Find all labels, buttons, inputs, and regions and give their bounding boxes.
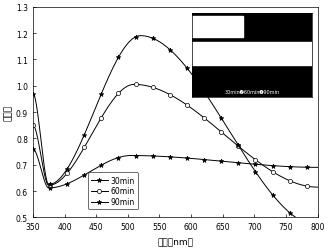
90min — [31, 93, 35, 96]
90min — [167, 48, 171, 51]
Line: 90min: 90min — [31, 34, 320, 228]
Y-axis label: 吸光度: 吸光度 — [4, 104, 13, 120]
90min — [201, 89, 205, 92]
90min — [186, 68, 190, 71]
60min — [201, 116, 205, 119]
30min — [309, 166, 313, 169]
90min — [309, 223, 313, 226]
30min — [316, 166, 319, 169]
60min — [31, 124, 35, 127]
90min — [168, 49, 172, 52]
60min — [309, 186, 313, 188]
30min — [31, 148, 35, 151]
Line: 60min: 60min — [31, 83, 320, 190]
30min — [186, 157, 190, 160]
60min — [168, 94, 172, 97]
90min — [139, 35, 143, 38]
Line: 30min: 30min — [31, 147, 320, 190]
30min — [167, 156, 171, 159]
30min — [201, 158, 205, 161]
60min — [167, 93, 171, 96]
60min — [186, 104, 190, 108]
30min — [265, 164, 269, 167]
X-axis label: 波长（nm）: 波长（nm） — [157, 237, 193, 246]
30min — [47, 187, 51, 190]
30min — [168, 156, 172, 159]
90min — [316, 224, 319, 227]
60min — [265, 167, 269, 170]
90min — [265, 186, 269, 189]
Legend: 30min, 60min, 90min: 30min, 60min, 90min — [88, 173, 138, 210]
60min — [316, 186, 319, 189]
60min — [133, 84, 137, 86]
